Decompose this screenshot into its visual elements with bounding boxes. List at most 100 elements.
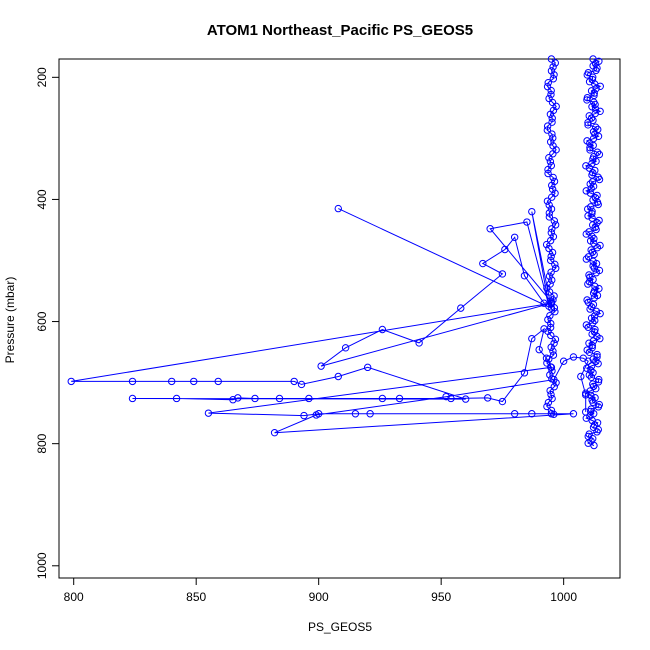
- data-point: [549, 351, 558, 359]
- data-point: [550, 304, 559, 312]
- y-tick-label: 1000: [35, 552, 49, 579]
- data-point: [591, 316, 599, 325]
- series-points: [67, 55, 604, 450]
- data-point: [544, 398, 553, 407]
- data-point: [547, 90, 555, 99]
- y-tick-label: 800: [35, 433, 49, 453]
- data-point: [172, 394, 181, 403]
- data-point: [545, 272, 554, 280]
- data-point: [366, 410, 374, 418]
- y-axis: 200 400 600 800 1000: [35, 67, 59, 579]
- data-point: [548, 367, 556, 375]
- data-point: [584, 357, 592, 365]
- data-point: [290, 377, 298, 386]
- data-point: [589, 434, 597, 443]
- data-point: [592, 357, 600, 366]
- data-point: [305, 394, 313, 403]
- data-point: [595, 216, 603, 225]
- data-point: [592, 157, 600, 166]
- data-point: [479, 259, 487, 268]
- data-point: [590, 441, 598, 450]
- x-tick-label: 950: [431, 590, 451, 604]
- data-point: [593, 244, 602, 252]
- data-point: [559, 357, 568, 365]
- data-point: [395, 394, 404, 403]
- data-point: [548, 118, 556, 126]
- data-point: [167, 377, 176, 386]
- data-point: [593, 428, 601, 436]
- data-point: [447, 394, 455, 403]
- data-point: [596, 334, 604, 343]
- data-point: [461, 395, 470, 403]
- data-point: [548, 193, 556, 201]
- data-point: [587, 391, 595, 400]
- data-point: [204, 409, 213, 417]
- data-point: [582, 321, 591, 329]
- data-point: [547, 390, 555, 399]
- data-point: [548, 248, 557, 257]
- data-point: [545, 201, 553, 209]
- data-point: [589, 398, 597, 407]
- data-point: [547, 343, 555, 351]
- data-point: [590, 89, 598, 97]
- data-point: [585, 371, 594, 379]
- data-point: [528, 207, 536, 216]
- data-point: [546, 386, 554, 395]
- data-point: [548, 185, 557, 193]
- data-point: [543, 122, 552, 130]
- data-point: [546, 138, 555, 146]
- data-point: [585, 278, 594, 286]
- data-point: [591, 105, 600, 113]
- y-tick-label: 400: [35, 189, 49, 209]
- chart-title: ATOM1 Northeast_Pacific PS_GEOS5: [207, 22, 473, 39]
- y-axis-label: Pressure (mbar): [3, 277, 17, 364]
- data-point: [545, 355, 553, 363]
- plot-frame: [58, 58, 621, 579]
- data-point: [548, 98, 557, 107]
- data-point: [312, 411, 320, 419]
- data-point: [548, 394, 556, 403]
- data-point: [577, 372, 585, 381]
- data-point: [547, 331, 555, 340]
- data-point: [547, 268, 555, 276]
- data-point: [590, 239, 598, 247]
- data-point: [523, 218, 531, 226]
- data-point: [595, 175, 604, 184]
- data-point: [270, 428, 279, 437]
- data-point: [592, 84, 600, 93]
- data-point: [548, 181, 556, 190]
- data-point: [546, 363, 555, 371]
- data-point: [548, 225, 556, 233]
- data-point: [550, 383, 558, 391]
- data-point: [545, 209, 554, 217]
- data-point: [592, 225, 600, 234]
- data-point: [67, 377, 75, 386]
- data-point: [582, 255, 591, 263]
- data-point: [549, 63, 557, 71]
- data-point: [551, 59, 559, 67]
- data-point: [587, 303, 596, 311]
- data-point: [583, 96, 591, 104]
- data-point: [128, 377, 137, 386]
- data-point: [596, 82, 604, 90]
- data-point: [542, 240, 551, 249]
- data-point: [498, 397, 507, 406]
- x-tick-label: 800: [64, 590, 84, 604]
- data-point: [588, 341, 597, 350]
- data-point: [547, 55, 556, 63]
- data-point: [584, 212, 592, 220]
- data-point: [363, 363, 372, 372]
- data-point: [584, 118, 592, 127]
- data-point: [583, 346, 591, 354]
- data-point: [549, 134, 557, 142]
- data-point: [546, 256, 555, 265]
- data-point: [584, 253, 593, 261]
- data-point: [591, 282, 599, 291]
- data-point: [378, 325, 387, 334]
- data-point: [251, 394, 259, 403]
- data-point: [550, 292, 558, 300]
- data-point: [551, 308, 559, 316]
- data-point: [552, 379, 560, 387]
- y-tick-label: 600: [35, 311, 49, 331]
